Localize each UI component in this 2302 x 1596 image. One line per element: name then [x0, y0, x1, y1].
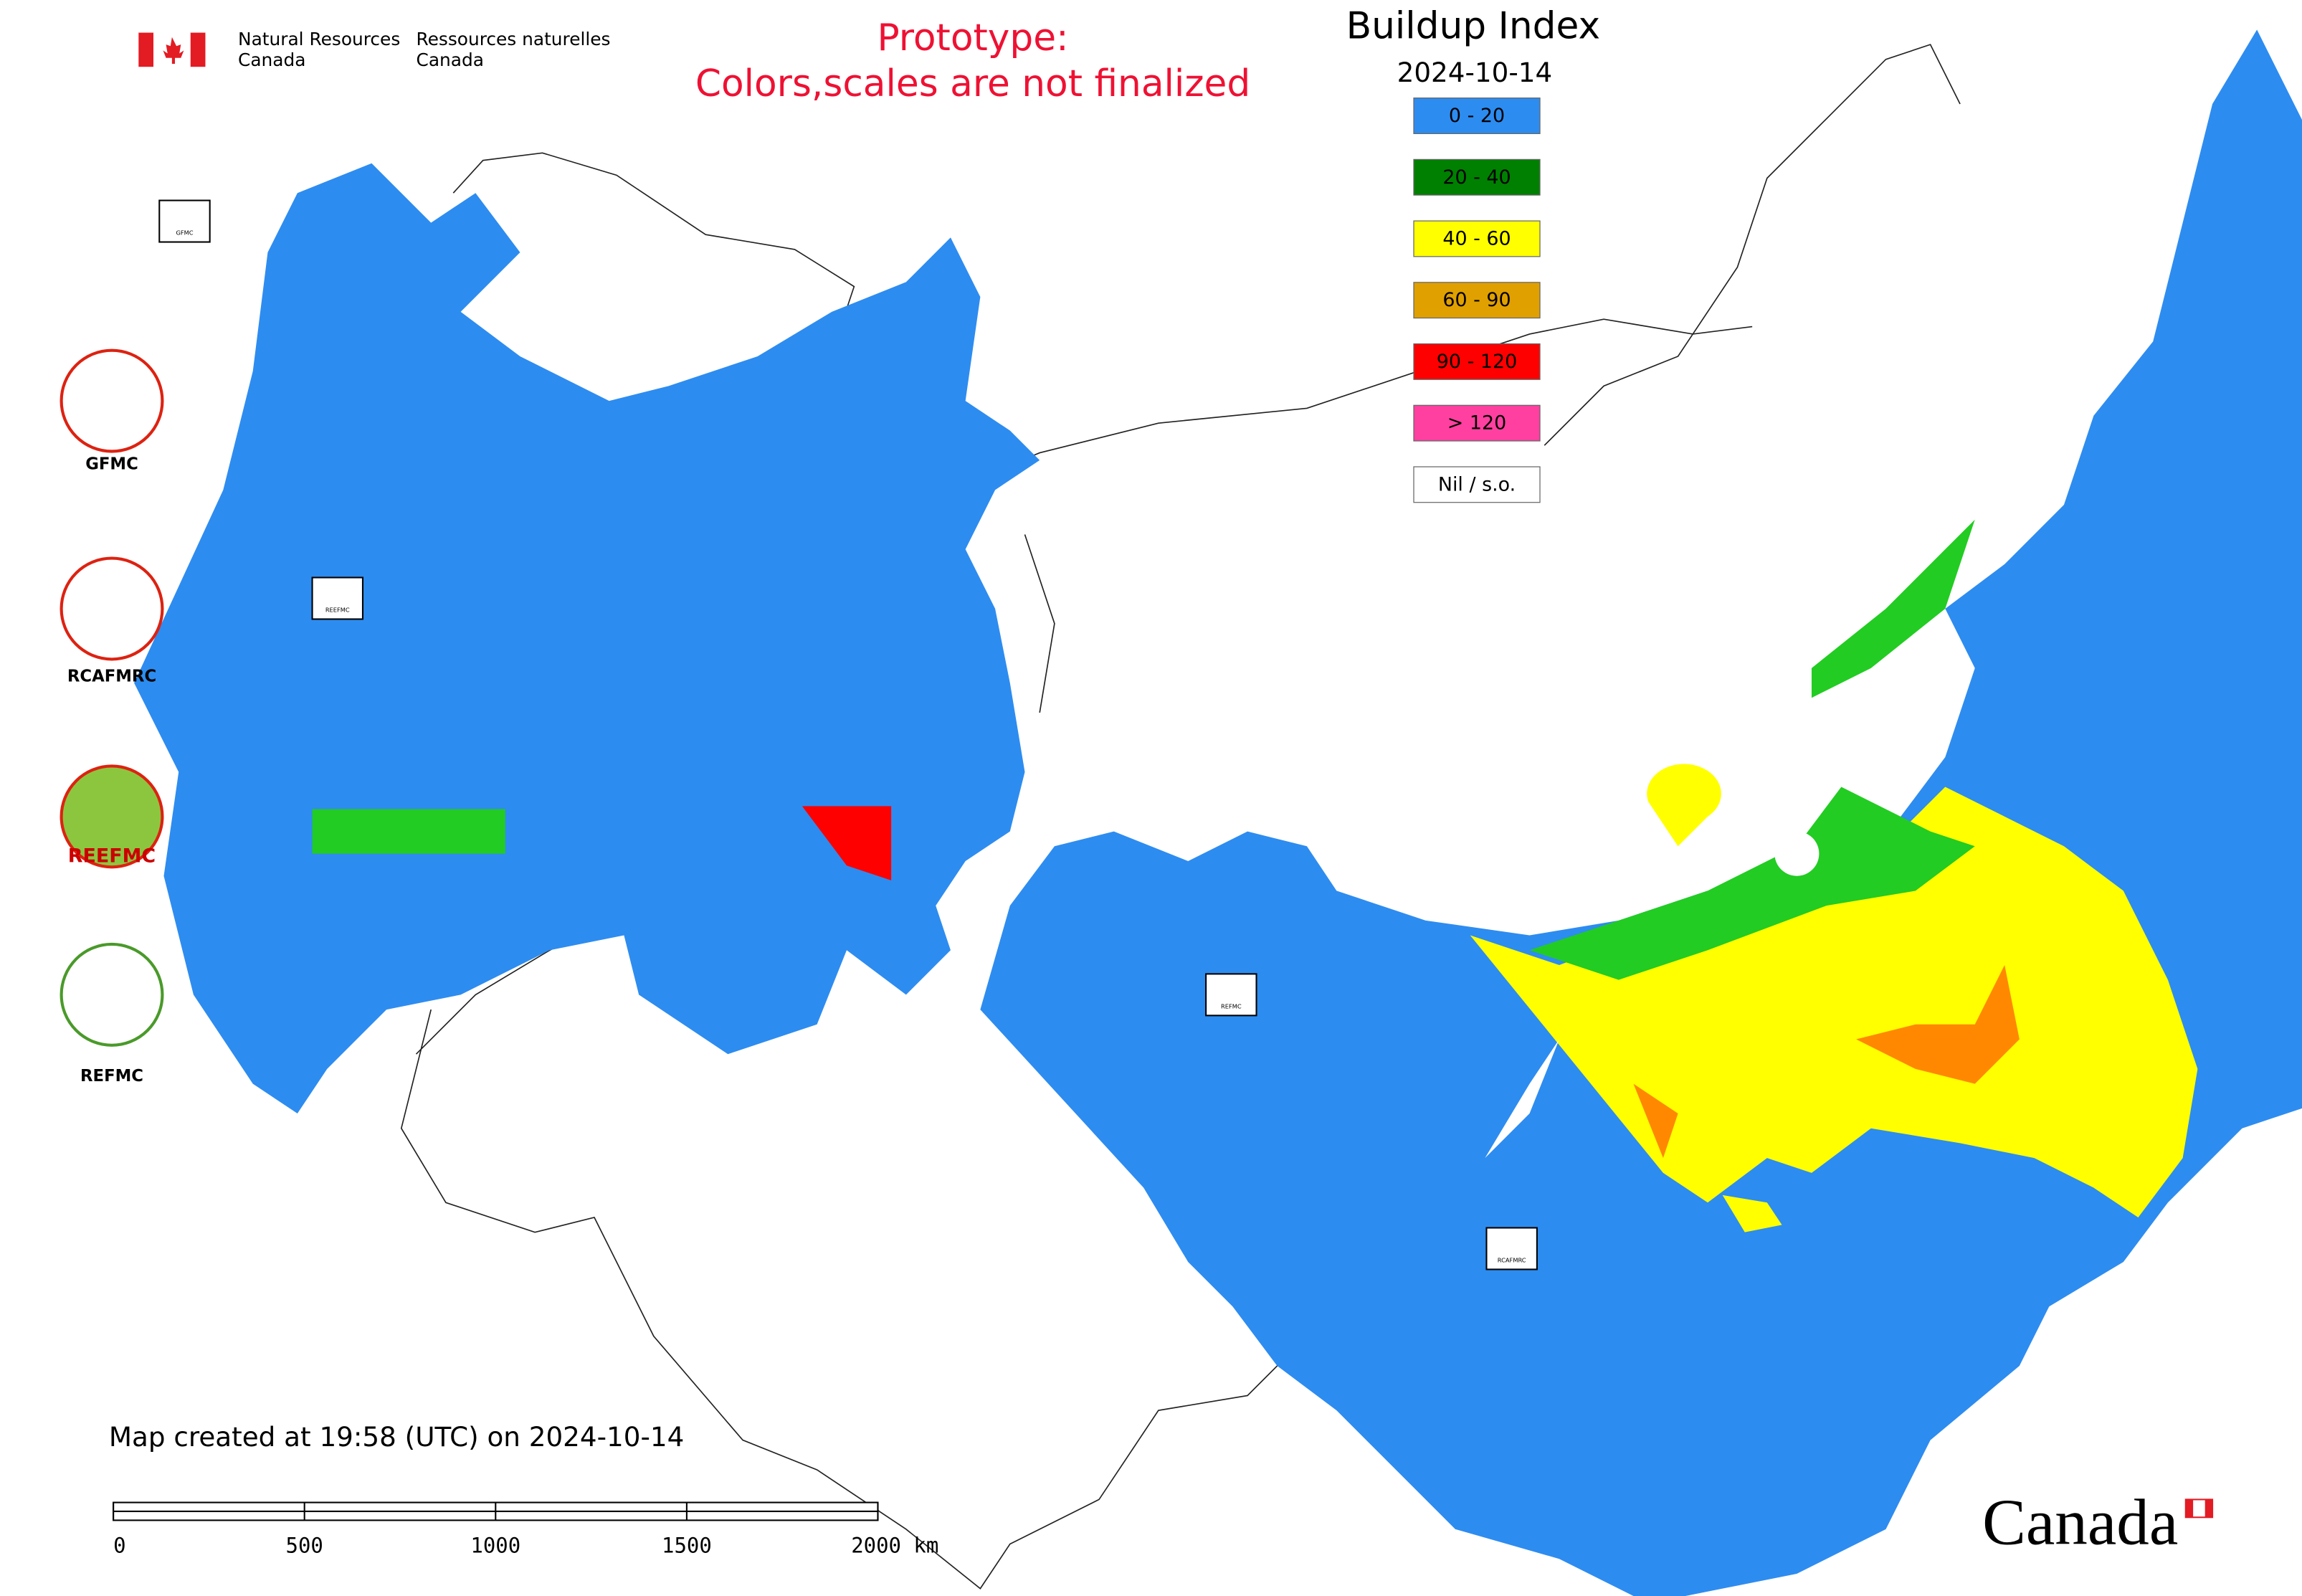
legend-label: 0 - 20: [1449, 105, 1505, 127]
agency-name: Natural Resources: [238, 29, 400, 49]
flag-band: [190, 32, 206, 67]
logo-emblem: [60, 556, 164, 661]
marker-box: [1205, 973, 1257, 1017]
flag-band: [2205, 1499, 2213, 1518]
lake: [1485, 831, 1820, 1159]
legend-swatch: [1413, 343, 1541, 380]
marker-label: RCAFMRC: [1498, 1257, 1526, 1264]
logo-label: REFMC: [80, 1067, 143, 1086]
marker-box: [158, 199, 211, 243]
map: [134, 29, 2302, 1596]
green-zone: [312, 809, 505, 854]
land: [980, 29, 2302, 1596]
marker-box: [1485, 1227, 1538, 1270]
scale-label: 1000: [470, 1534, 520, 1558]
legend-label: 20 - 40: [1442, 166, 1511, 189]
date: 2024-10-14: [1397, 57, 1553, 88]
marker-label: REEFMC: [325, 607, 350, 614]
red-zone: [802, 806, 892, 880]
scale-label: 0: [113, 1534, 125, 1558]
agency-name: Canada: [417, 49, 484, 70]
logo-emblem: [60, 348, 164, 453]
notice: Colors,scales are not finalized: [695, 62, 1250, 105]
flag-band: [2185, 1499, 2194, 1518]
logo-label: RCAFMRC: [67, 668, 156, 686]
logo-label: REEFMC: [68, 845, 156, 867]
logo-label: GFMC: [85, 455, 138, 474]
scale-label: 1500: [662, 1534, 712, 1558]
logo-emblem: [60, 764, 164, 869]
legend-label: 60 - 90: [1442, 289, 1511, 311]
footer: Map created at 19:58 (UTC) on 2024-10-14: [109, 1421, 684, 1453]
legend-label: 90 - 120: [1437, 351, 1517, 373]
flag-band: [138, 32, 153, 67]
wordmark: Canada: [1982, 1486, 2214, 1559]
canada-wordmark: Canada: [1982, 1486, 2178, 1559]
marker-box: [311, 576, 363, 620]
marker-label: REFMC: [1221, 1002, 1242, 1010]
scale-label: 2000 km: [851, 1534, 938, 1558]
logo-emblem: [60, 942, 164, 1047]
map-markers: GFMC REEFMC REFMC RCAFMRC: [158, 199, 1538, 1270]
maple-leaf: [163, 37, 184, 65]
legend-swatch: [1413, 282, 1541, 319]
yellow-zone: [1647, 764, 1782, 1232]
scale-label: 500: [286, 1534, 323, 1558]
marker-label: GFMC: [176, 229, 193, 237]
legend-swatch: [1413, 220, 1541, 257]
legend-label: Nil / s.o.: [1438, 473, 1516, 495]
orange-zone: [1633, 964, 2020, 1159]
title: Buildup Index: [1346, 4, 1600, 47]
land: [134, 163, 1040, 1114]
header: Natural Resources Canada Ressources natu…: [138, 29, 611, 70]
agency-name: Canada: [238, 49, 305, 70]
agency-name: Ressources naturelles: [417, 29, 611, 49]
green-zone: [1529, 519, 1975, 980]
notice: Prototype:: [877, 16, 1068, 60]
legend-label: > 120: [1447, 412, 1506, 434]
legend: 0 - 20 20 - 40 40 - 60 60 - 90 90 - 120 > 120…: [1413, 98, 1541, 503]
legend-swatch: [1413, 98, 1541, 134]
legend-label: 40 - 60: [1442, 228, 1511, 250]
logos: GFMC RCAFMRC REEFMC REFMC: [60, 348, 164, 1086]
legend-swatch: [1413, 404, 1541, 442]
legend-swatch: [1413, 466, 1541, 503]
scale-bar: 0 500 1000 1500 2000 km: [113, 1501, 938, 1558]
legend-swatch: [1413, 158, 1541, 196]
